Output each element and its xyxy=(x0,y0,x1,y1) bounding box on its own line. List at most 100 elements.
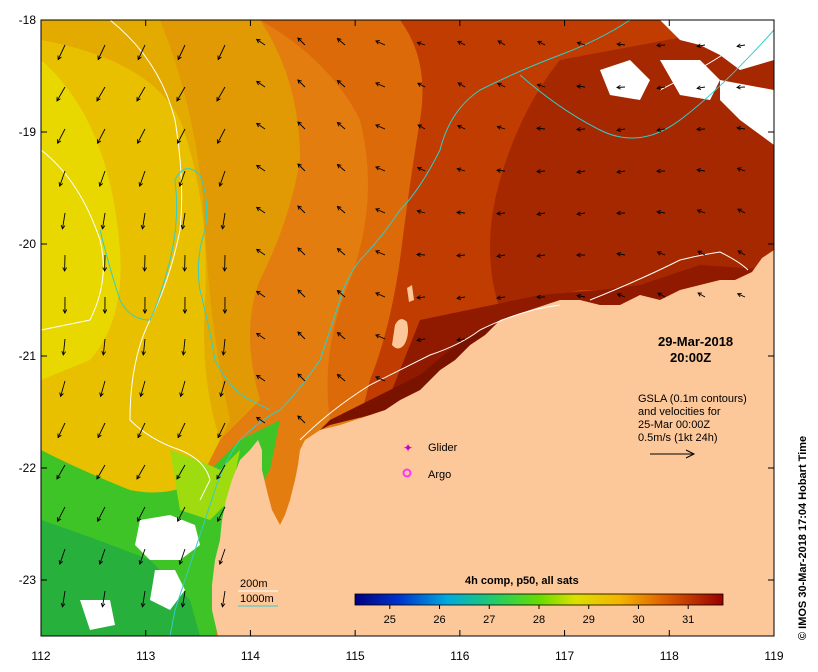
velocity-arrow xyxy=(136,464,146,480)
velocity-arrow-head xyxy=(375,82,380,87)
velocity-arrow xyxy=(256,165,266,172)
velocity-arrow xyxy=(177,128,186,144)
lon-tick-label: 116 xyxy=(450,649,469,663)
velocity-arrow-head xyxy=(336,121,342,127)
velocity-arrow-head xyxy=(57,55,62,61)
velocity-arrow xyxy=(375,292,386,298)
velocity-arrow xyxy=(56,464,66,480)
velocity-arrow-head xyxy=(576,84,581,89)
velocity-arrow-head xyxy=(56,96,61,102)
velocity-arrow-head xyxy=(96,96,101,102)
velocity-arrow xyxy=(337,38,346,46)
velocity-arrow xyxy=(577,85,586,88)
lat-tick-label: -21 xyxy=(19,349,37,363)
velocity-arrow xyxy=(617,253,626,256)
velocity-arrow-head xyxy=(297,331,302,336)
map-axes: 112 113 114 115 116 117 118 119 -18 -19 -20 -21 -22 -… xyxy=(19,13,784,663)
velocity-arrow xyxy=(496,212,506,215)
velocity-arrow-head xyxy=(100,224,106,230)
velocity-arrow-head xyxy=(97,55,102,61)
velocity-arrow xyxy=(697,86,706,89)
velocity-arrow xyxy=(217,422,226,438)
colorbar-tick-label: 29 xyxy=(583,614,595,626)
velocity-arrow xyxy=(697,209,706,214)
velocity-arrow-head xyxy=(142,267,147,272)
velocity-arrow xyxy=(219,170,226,187)
velocity-arrow xyxy=(457,296,466,299)
velocity-arrow-head xyxy=(217,517,222,523)
velocity-arrow xyxy=(737,127,746,130)
velocity-scale-arrow xyxy=(650,449,696,459)
velocity-arrow-head xyxy=(336,331,342,337)
colorbar-ticks: 25 26 27 28 29 30 31 xyxy=(384,605,694,626)
velocity-arrow xyxy=(375,376,386,382)
velocity-arrow xyxy=(497,40,506,46)
velocity-arrow xyxy=(537,254,546,257)
velocity-arrow xyxy=(139,548,146,565)
velocity-arrow xyxy=(337,122,346,130)
velocity-arrow xyxy=(179,170,186,187)
velocity-arrow-head xyxy=(616,42,621,47)
velocity-arrow xyxy=(176,464,186,480)
velocity-arrow xyxy=(657,251,666,256)
velocity-arrow xyxy=(657,86,666,89)
velocity-arrow xyxy=(375,250,386,256)
colorbar-tick-label: 30 xyxy=(632,614,644,626)
velocity-arrow-head xyxy=(61,351,66,356)
velocity-arrow xyxy=(137,44,146,60)
velocity-arrow-head xyxy=(657,292,662,297)
velocity-arrow-head xyxy=(456,210,461,215)
velocity-arrow xyxy=(297,247,306,256)
velocity-arrow xyxy=(137,128,146,144)
velocity-arrow xyxy=(536,127,546,130)
velocity-arrow xyxy=(417,42,426,46)
velocity-arrow-head xyxy=(297,205,302,210)
velocity-arrows xyxy=(56,37,746,608)
velocity-arrow xyxy=(297,373,306,382)
velocity-arrow xyxy=(697,292,706,298)
gsla-line-2: and velocities for xyxy=(638,406,721,418)
velocity-arrow-head xyxy=(297,373,302,378)
sst-field xyxy=(41,20,774,636)
velocity-arrow-head xyxy=(102,309,108,314)
velocity-arrow-head xyxy=(656,209,662,215)
velocity-arrow xyxy=(137,506,146,522)
contour-200-label: 200m xyxy=(240,578,268,590)
velocity-arrow-head xyxy=(336,289,342,295)
velocity-arrow-head xyxy=(656,127,662,133)
lon-tick-label: 113 xyxy=(136,649,155,663)
velocity-arrow xyxy=(576,128,586,131)
velocity-arrow-head xyxy=(217,55,222,61)
velocity-arrow xyxy=(417,210,426,214)
timestamp-date: 29-Mar-2018 xyxy=(658,334,733,349)
velocity-arrow-head xyxy=(62,267,67,272)
velocity-arrow-head xyxy=(496,125,502,130)
velocity-arrow-head xyxy=(576,293,582,299)
lat-tick-label: -23 xyxy=(19,573,37,587)
velocity-arrow-head xyxy=(697,292,703,297)
velocity-arrow xyxy=(697,250,706,256)
colorbar-tick-label: 25 xyxy=(384,614,396,626)
velocity-arrow-head xyxy=(137,433,142,439)
velocity-arrow-head xyxy=(255,290,261,296)
velocity-arrow-head xyxy=(62,309,68,314)
velocity-arrow xyxy=(337,248,346,256)
velocity-arrow-head xyxy=(297,163,302,168)
velocity-arrow xyxy=(182,338,186,355)
velocity-arrow xyxy=(496,169,506,172)
velocity-arrow xyxy=(217,44,226,60)
velocity-arrow-head xyxy=(59,392,64,398)
velocity-arrow-head xyxy=(216,474,221,480)
velocity-arrow xyxy=(456,254,466,257)
svg-text:✦: ✦ xyxy=(403,441,413,455)
velocity-arrow-head xyxy=(182,267,187,272)
velocity-arrow-head xyxy=(616,251,622,257)
velocity-arrow xyxy=(57,128,66,144)
velocity-arrow-head xyxy=(737,208,742,213)
velocity-arrow-head xyxy=(178,560,184,565)
velocity-arrow xyxy=(60,380,66,397)
velocity-arrow xyxy=(96,464,106,480)
velocity-arrow xyxy=(97,422,106,438)
velocity-arrow-head xyxy=(96,474,101,480)
velocity-arrow-head xyxy=(375,40,380,45)
